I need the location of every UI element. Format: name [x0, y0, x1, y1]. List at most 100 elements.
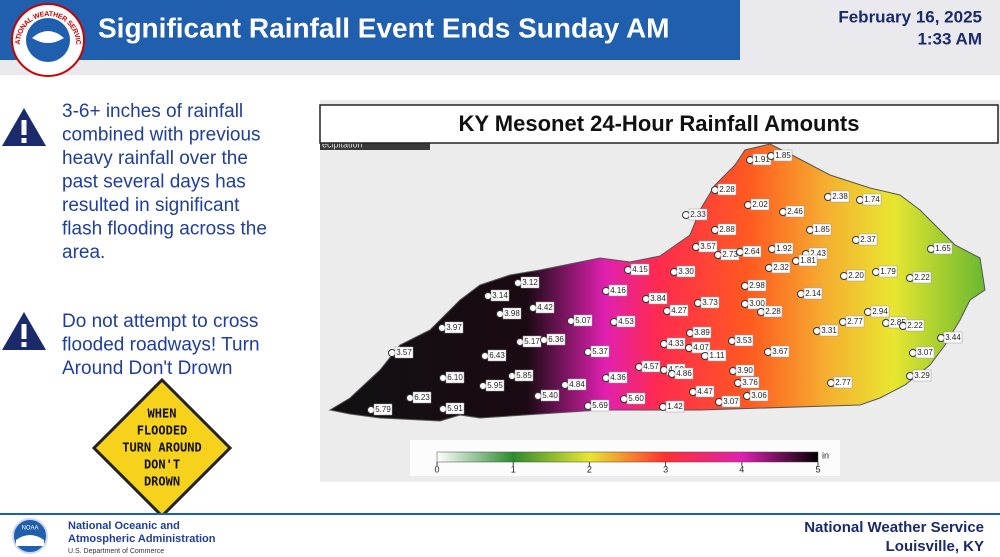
station-dot — [620, 395, 628, 403]
station-dot — [906, 372, 914, 380]
station-value: 4.33 — [668, 339, 684, 348]
station-box — [546, 333, 566, 346]
date: February 16, 2025 — [838, 7, 982, 26]
station-dot — [635, 363, 643, 371]
station-box — [858, 233, 878, 246]
station-box — [846, 269, 866, 282]
warning-icon — [2, 108, 46, 146]
station-box — [803, 287, 823, 300]
station-box — [833, 376, 853, 389]
station-box — [641, 360, 661, 373]
station-box — [912, 271, 932, 284]
station-dot — [909, 349, 917, 357]
station-value: 6.36 — [548, 335, 564, 344]
station-dot — [567, 317, 575, 325]
station-value: 3.06 — [751, 391, 767, 400]
station-dot — [584, 402, 592, 410]
office: National Weather Service — [804, 519, 984, 536]
station-value: 2.46 — [787, 207, 803, 216]
station-value: 1.91 — [754, 155, 770, 164]
station-dot — [602, 287, 610, 295]
station-value: 2.64 — [744, 247, 760, 256]
bullet-line: Do not attempt to cross — [62, 311, 258, 332]
map-title: KY Mesonet 24-Hour Rainfall Amounts — [459, 111, 860, 136]
station-dot — [927, 245, 935, 253]
station-box — [763, 305, 783, 318]
station-box — [590, 399, 610, 412]
station-value: 5.60 — [628, 394, 644, 403]
station-value: 5.69 — [592, 401, 608, 410]
bullet-line: flooded roadways! Turn — [62, 335, 260, 356]
station-dot — [743, 392, 751, 400]
station-value: 3.89 — [694, 328, 710, 337]
station-value: 3.29 — [914, 371, 930, 380]
station-dot — [496, 310, 504, 318]
station-dot — [534, 392, 542, 400]
station-dot — [839, 318, 847, 326]
station-box — [742, 245, 762, 258]
station-value: 5.85 — [516, 371, 532, 380]
station-value: 2.43 — [810, 249, 826, 258]
sign-line: WHEN — [148, 407, 177, 421]
station-value: 3.14 — [492, 291, 508, 300]
station-dot — [685, 344, 693, 352]
station-dot — [682, 211, 690, 219]
station-value: 5.37 — [592, 347, 608, 356]
station-value: 2.94 — [872, 307, 888, 316]
station-value: 1.74 — [864, 195, 880, 204]
station-box — [630, 263, 650, 276]
station-box — [535, 301, 555, 314]
station-dot — [668, 370, 676, 378]
station-dot — [514, 279, 522, 287]
station-value: 5.17 — [524, 337, 540, 346]
station-dot — [701, 352, 709, 360]
station-box — [933, 242, 953, 255]
station-dot — [659, 403, 667, 411]
station-dot — [741, 300, 749, 308]
department: U.S. Department of Commerce — [68, 548, 164, 555]
station-box — [721, 395, 741, 408]
colorbar-tick-label: 4 — [739, 464, 744, 474]
station-value: 5.07 — [575, 316, 591, 325]
station-value: 4.57 — [643, 362, 659, 371]
station-value: 4.42 — [537, 303, 553, 312]
station-dot — [663, 307, 671, 315]
station-value: 1.79 — [880, 267, 896, 276]
station-dot — [484, 292, 492, 300]
station-box — [734, 334, 754, 347]
station-value: 6.23 — [414, 393, 430, 402]
station-value: 3.97 — [446, 323, 462, 332]
sign-line: TURN AROUND — [122, 441, 201, 455]
bullet-line: Around Don't Drown — [62, 358, 233, 379]
time: 1:33 AM — [917, 29, 982, 48]
station-box — [691, 341, 711, 354]
station-box — [943, 331, 963, 344]
colorbar-unit: in — [822, 450, 829, 460]
station-dot — [670, 268, 678, 276]
station-dot — [729, 367, 737, 375]
station-dot — [765, 264, 773, 272]
station-box — [750, 198, 770, 211]
station-box — [626, 392, 646, 405]
station-value: 2.14 — [805, 289, 821, 298]
legend-strip — [320, 140, 430, 150]
station-dot — [852, 236, 860, 244]
station-box — [905, 319, 925, 332]
sign-line: FLOODED — [137, 424, 188, 438]
station-value: 2.38 — [832, 192, 848, 201]
bullet-line: area. — [62, 242, 105, 263]
station-value: 4.07 — [693, 343, 709, 352]
station-box — [445, 402, 465, 415]
bullet-line: past several days has — [62, 172, 246, 193]
station-dot — [840, 272, 848, 280]
station-dot — [439, 374, 447, 382]
station-dot — [746, 156, 754, 164]
station-dot — [806, 226, 814, 234]
station-dot — [937, 334, 945, 342]
station-value: 2.28 — [719, 185, 735, 194]
station-dot — [728, 337, 736, 345]
agency-line: Atmospheric Administration — [68, 533, 216, 545]
station-value: 4.84 — [569, 380, 585, 389]
station-dot — [906, 274, 914, 282]
station-value: 4.47 — [697, 387, 713, 396]
